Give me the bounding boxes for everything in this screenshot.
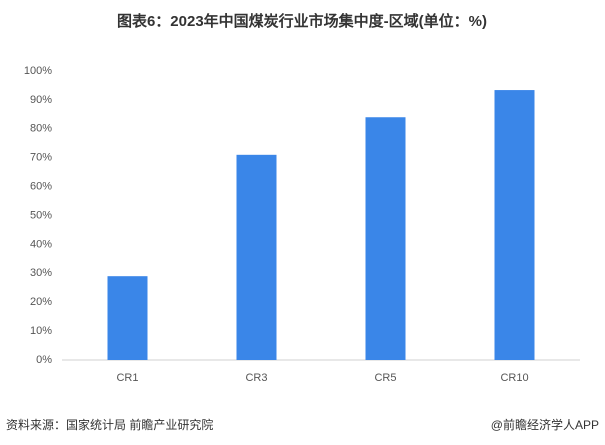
y-tick-label: 30% [30,267,52,279]
bar [236,154,277,360]
bar [107,276,148,360]
y-tick-label: 50% [30,209,52,221]
y-tick-label: 90% [30,94,52,106]
x-tick-label: CR10 [500,372,528,384]
y-tick-label: 100% [24,65,52,77]
y-tick-label: 70% [30,152,52,164]
y-tick-label: 60% [30,181,52,193]
y-tick-label: 80% [30,123,52,135]
source: 资料来源：国家统计局 前瞻产业研究院 [6,417,213,432]
x-tick-label: CR1 [116,372,138,384]
x-tick-label: CR5 [374,372,396,384]
y-tick-label: 0% [36,354,52,366]
chart-title: 图表6：2023年中国煤炭行业市场集中度-区域(单位：%) [117,12,487,30]
bar [494,90,535,360]
y-tick-label: 10% [30,325,52,337]
x-tick-label: CR3 [245,372,267,384]
bar [365,117,406,361]
credit: @前瞻经济学人APP [491,417,599,432]
y-tick-label: 40% [30,238,52,250]
y-tick-label: 20% [30,296,52,308]
